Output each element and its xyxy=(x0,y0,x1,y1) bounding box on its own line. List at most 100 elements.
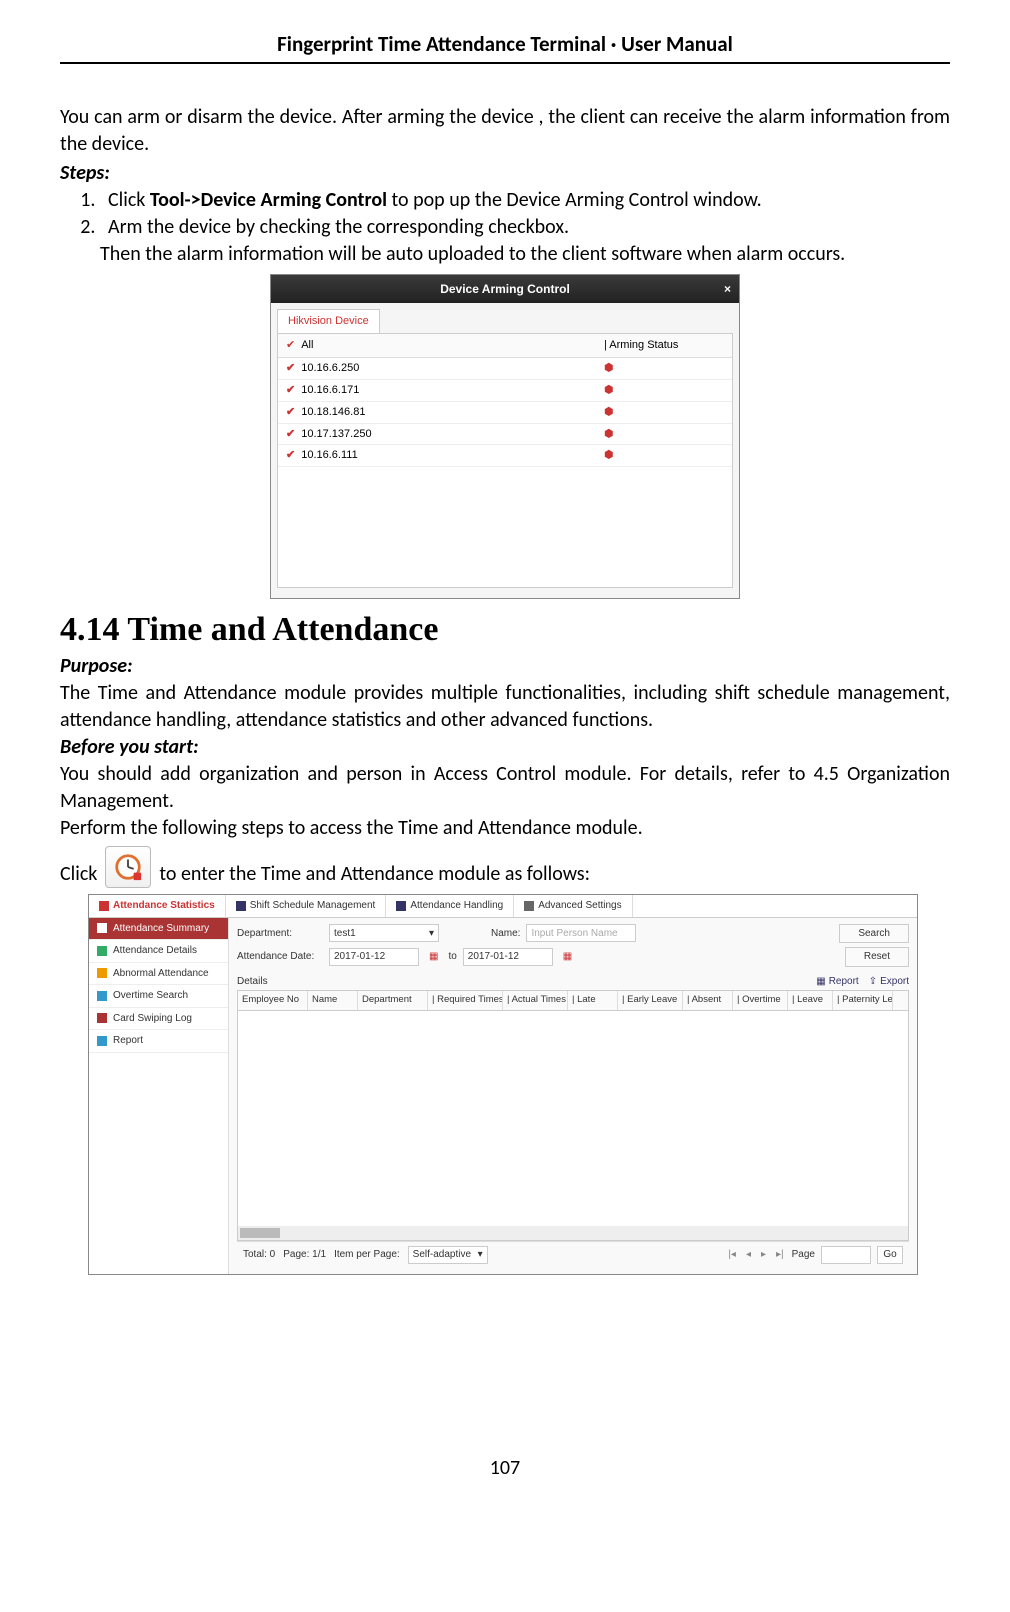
grid-column-header[interactable]: | Paternity Le xyxy=(833,991,893,1010)
sidebar-item[interactable]: Card Swiping Log xyxy=(89,1008,228,1031)
col-status: | Arming Status xyxy=(604,338,724,353)
dialog-table-header: ✔ All | Arming Status xyxy=(278,334,732,358)
grid-column-header[interactable]: | Absent xyxy=(683,991,733,1010)
checkbox-icon[interactable]: ✔ xyxy=(286,427,295,442)
app-tab[interactable]: Attendance Statistics xyxy=(89,895,226,917)
page-header-title: Fingerprint Time Attendance Terminal · U… xyxy=(60,30,950,64)
device-ip: 10.16.6.171 xyxy=(301,383,604,398)
col-all: All xyxy=(301,338,604,353)
arming-row[interactable]: ✔10.17.137.250⬢ xyxy=(278,424,732,446)
sidebar-label: Abnormal Attendance xyxy=(113,967,209,981)
click-prefix: Click xyxy=(60,861,97,888)
sidebar-item[interactable]: Attendance Details xyxy=(89,940,228,963)
device-arming-dialog: Device Arming Control × Hikvision Device… xyxy=(270,274,740,599)
export-button[interactable]: ⇪Export xyxy=(869,975,909,989)
horizontal-scrollbar[interactable] xyxy=(238,1226,908,1240)
grid-column-header[interactable]: | Leave xyxy=(788,991,833,1010)
pager: Total: 0 Page: 1/1 Item per Page: Self-a… xyxy=(237,1241,909,1268)
search-button[interactable]: Search xyxy=(839,924,909,944)
tab-icon xyxy=(396,901,406,911)
step-2: Arm the device by checking the correspon… xyxy=(100,214,950,241)
dialog-tab-hikvision[interactable]: Hikvision Device xyxy=(277,309,380,333)
tab-icon xyxy=(524,901,534,911)
checkbox-icon[interactable]: ✔ xyxy=(286,383,295,398)
grid-column-header[interactable]: Employee No xyxy=(238,991,308,1010)
details-label: Details xyxy=(237,975,268,989)
shield-icon: ⬢ xyxy=(604,383,724,398)
sidebar-label: Attendance Summary xyxy=(113,922,209,936)
arming-row[interactable]: ✔10.18.146.81⬢ xyxy=(278,402,732,424)
checkbox-all-icon[interactable]: ✔ xyxy=(286,338,295,353)
time-attendance-icon[interactable] xyxy=(105,846,151,888)
sidebar-item[interactable]: Attendance Summary xyxy=(89,918,228,941)
pager-page-label: Page xyxy=(792,1248,815,1262)
date-to-input[interactable]: 2017-01-12 xyxy=(463,948,553,966)
sidebar-icon xyxy=(97,923,107,933)
tab-label: Advanced Settings xyxy=(538,899,621,913)
app-tab[interactable]: Advanced Settings xyxy=(514,895,632,917)
pager-first-icon[interactable]: |◂ xyxy=(726,1248,738,1262)
arming-row[interactable]: ✔ 10.16.6.250⬢ xyxy=(278,358,732,380)
sidebar-icon xyxy=(97,991,107,1001)
grid-column-header[interactable]: | Required Times xyxy=(428,991,503,1010)
checkbox-icon[interactable]: ✔ xyxy=(286,361,295,376)
grid-column-header[interactable]: | Early Leave xyxy=(618,991,683,1010)
pager-next-icon[interactable]: ▸ xyxy=(759,1248,768,1262)
pager-last-icon[interactable]: ▸| xyxy=(774,1248,786,1262)
pager-go-button[interactable]: Go xyxy=(877,1246,903,1264)
date-label: Attendance Date: xyxy=(237,950,323,964)
sidebar-label: Card Swiping Log xyxy=(113,1012,192,1026)
date-from-input[interactable]: 2017-01-12 xyxy=(329,948,419,966)
dept-select[interactable]: test1▾ xyxy=(329,924,439,942)
grid-column-header[interactable]: | Late xyxy=(568,991,618,1010)
arming-row[interactable]: ✔ 10.16.6.171⬢ xyxy=(278,380,732,402)
items-per-page-select[interactable]: Self-adaptive▾ xyxy=(408,1246,488,1264)
report-icon: ▦ xyxy=(816,975,825,989)
export-icon: ⇪ xyxy=(869,975,877,989)
time-attendance-app: Attendance Statistics Shift Schedule Mana… xyxy=(88,894,918,1275)
step-1-suffix: to pop up the Device Arming Control wind… xyxy=(387,188,762,212)
grid-column-header[interactable]: | Actual Times xyxy=(503,991,568,1010)
grid-body xyxy=(237,1011,909,1241)
shield-icon: ⬢ xyxy=(604,448,724,463)
arming-row[interactable]: ✔ 10.16.6.111⬢ xyxy=(278,445,732,467)
intro-paragraph: You can arm or disarm the device. After … xyxy=(60,104,950,158)
app-tab[interactable]: Shift Schedule Management xyxy=(226,895,387,917)
pager-total: Total: 0 xyxy=(243,1248,275,1262)
checkbox-icon[interactable]: ✔ xyxy=(286,448,295,463)
dialog-empty-area xyxy=(278,467,732,587)
grid-column-header[interactable]: Department xyxy=(358,991,428,1010)
tab-label: Shift Schedule Management xyxy=(250,899,376,913)
purpose-text: The Time and Attendance module provides … xyxy=(60,680,950,734)
pager-page-input[interactable] xyxy=(821,1246,871,1264)
shield-icon: ⬢ xyxy=(604,361,724,376)
close-icon[interactable]: × xyxy=(724,275,731,303)
checkbox-icon[interactable]: ✔ xyxy=(286,405,295,420)
sidebar-item[interactable]: Abnormal Attendance xyxy=(89,963,228,986)
steps-label: Steps: xyxy=(60,160,950,187)
sidebar-icon xyxy=(97,1013,107,1023)
purpose-label: Purpose: xyxy=(60,653,950,680)
section-heading: 4.14 Time and Attendance xyxy=(60,607,950,653)
step-2-extra: Then the alarm information will be auto … xyxy=(100,241,950,268)
device-ip: 10.18.146.81 xyxy=(301,405,604,420)
grid-column-header[interactable]: Name xyxy=(308,991,358,1010)
dept-label: Department: xyxy=(237,927,323,941)
calendar-to-icon[interactable]: ▦ xyxy=(563,950,572,964)
perform-text: Perform the following steps to access th… xyxy=(60,815,950,842)
reset-button[interactable]: Reset xyxy=(845,947,909,967)
device-ip: 10.16.6.111 xyxy=(301,448,604,463)
step-1-prefix: Click xyxy=(108,188,150,212)
app-tab[interactable]: Attendance Handling xyxy=(386,895,514,917)
sidebar-label: Overtime Search xyxy=(113,989,188,1003)
pager-prev-icon[interactable]: ◂ xyxy=(744,1248,753,1262)
sidebar-item[interactable]: Overtime Search xyxy=(89,985,228,1008)
report-button[interactable]: ▦Report xyxy=(816,975,858,989)
calendar-from-icon[interactable]: ▦ xyxy=(429,950,438,964)
name-input[interactable]: Input Person Name xyxy=(526,924,636,942)
dialog-titlebar: Device Arming Control × xyxy=(271,275,739,303)
tab-label: Attendance Handling xyxy=(410,899,503,913)
sidebar-item[interactable]: Report xyxy=(89,1030,228,1053)
grid-column-header[interactable]: | Overtime xyxy=(733,991,788,1010)
device-ip: 10.16.6.250 xyxy=(301,361,604,376)
